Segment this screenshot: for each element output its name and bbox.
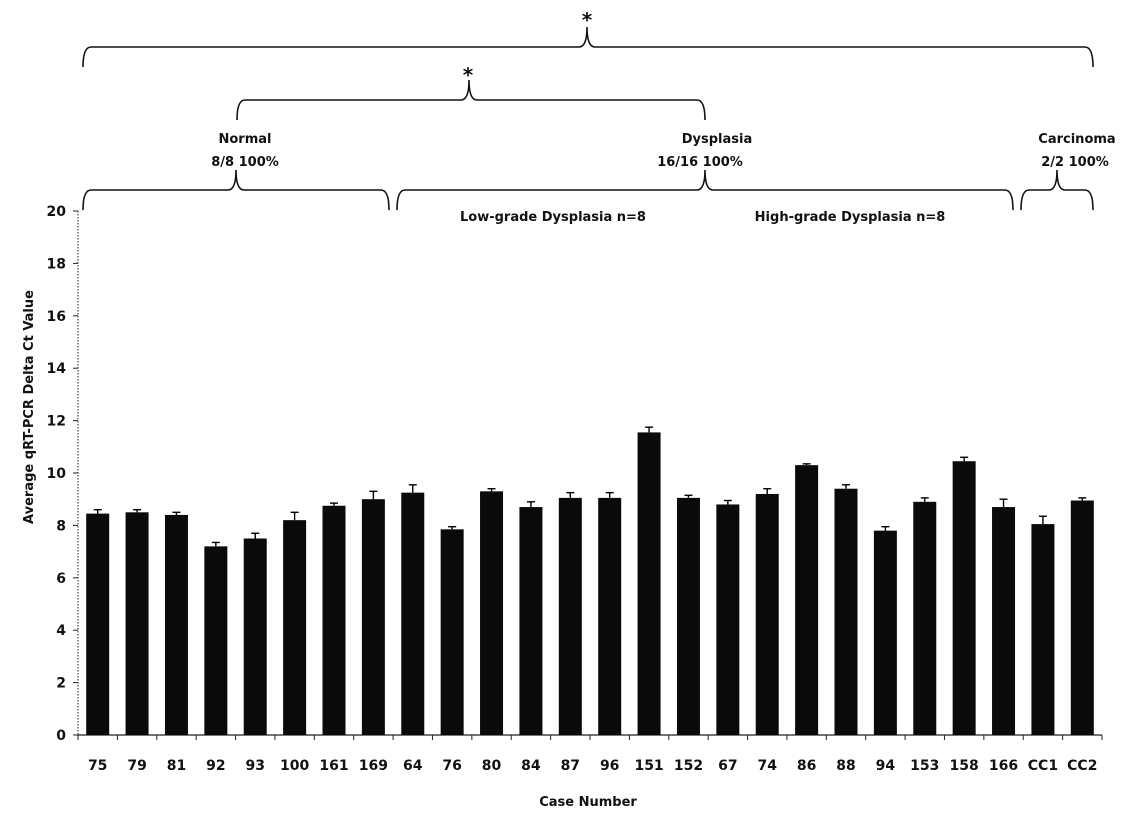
bar-86 bbox=[795, 465, 819, 735]
x-tick-label: 67 bbox=[718, 758, 737, 774]
bar-92 bbox=[204, 546, 228, 735]
group-stat-dysplasia: 16/16 100% bbox=[657, 155, 743, 170]
y-tick-label: 2 bbox=[56, 676, 66, 692]
bar-96 bbox=[598, 497, 622, 735]
y-tick-label: 10 bbox=[47, 466, 67, 482]
subgroup-label-high-grade: High-grade Dysplasia n=8 bbox=[755, 210, 946, 225]
bar-153 bbox=[913, 501, 937, 735]
bar-88 bbox=[834, 488, 858, 735]
x-tick-label: 76 bbox=[442, 758, 461, 774]
bar-81 bbox=[164, 514, 188, 735]
bar-74 bbox=[755, 493, 779, 735]
x-tick-label: 79 bbox=[127, 758, 146, 774]
y-tick-label: 16 bbox=[47, 309, 66, 325]
x-tick-label: 153 bbox=[910, 758, 939, 774]
group-label-carcinoma: Carcinoma bbox=[1038, 132, 1115, 147]
bar-67 bbox=[716, 504, 740, 735]
y-tick-label: 6 bbox=[56, 571, 66, 587]
significance-marker-normal-vs-dysplasia: * bbox=[463, 63, 474, 87]
x-tick-label: 81 bbox=[167, 758, 186, 774]
x-tick-label: 84 bbox=[521, 758, 541, 774]
x-tick-label: 161 bbox=[319, 758, 348, 774]
x-tick-label: 80 bbox=[482, 758, 502, 774]
x-tick-label: 92 bbox=[206, 758, 225, 774]
bar-CC1 bbox=[1031, 524, 1055, 735]
bar-94 bbox=[873, 530, 897, 735]
brace-normal-cases bbox=[82, 169, 390, 211]
subgroup-label-low-grade: Low-grade Dysplasia n=8 bbox=[460, 210, 646, 225]
brace-normal-vs-dysplasia bbox=[236, 79, 706, 121]
y-tick-label: 12 bbox=[47, 414, 66, 430]
y-tick-label: 20 bbox=[47, 204, 67, 220]
bar-80 bbox=[480, 491, 504, 735]
x-tick-label: 96 bbox=[600, 758, 619, 774]
brace-all-groups bbox=[82, 26, 1094, 68]
brace-dysplasia-cases bbox=[396, 169, 1014, 211]
y-tick-label: 14 bbox=[47, 361, 67, 377]
bar-151 bbox=[637, 432, 661, 735]
bar-87 bbox=[558, 497, 582, 735]
x-tick-label: CC1 bbox=[1028, 758, 1058, 774]
bar-79 bbox=[125, 512, 149, 735]
y-tick-label: 0 bbox=[56, 728, 66, 744]
y-tick-label: 18 bbox=[47, 256, 66, 272]
group-stat-normal: 8/8 100% bbox=[211, 155, 279, 170]
x-tick-label: 152 bbox=[674, 758, 703, 774]
bar-169 bbox=[361, 499, 385, 735]
x-tick-label: 75 bbox=[88, 758, 107, 774]
x-tick-label: CC2 bbox=[1067, 758, 1097, 774]
x-tick-label: 166 bbox=[989, 758, 1018, 774]
bar-166 bbox=[992, 507, 1016, 735]
x-tick-label: 86 bbox=[797, 758, 816, 774]
bar-100 bbox=[283, 520, 307, 735]
x-tick-label: 64 bbox=[403, 758, 423, 774]
significance-marker-top: * bbox=[582, 8, 593, 32]
x-axis-title: Case Number bbox=[539, 795, 637, 810]
group-stat-carcinoma: 2/2 100% bbox=[1041, 155, 1109, 170]
y-axis: 0 2 4 6 8 10 12 14 16 18 20 bbox=[47, 204, 79, 744]
x-tick-label: 169 bbox=[359, 758, 388, 774]
x-tick-label: 151 bbox=[634, 758, 663, 774]
x-tick-label: 93 bbox=[245, 758, 264, 774]
bar-CC2 bbox=[1070, 500, 1094, 735]
y-tick-label: 4 bbox=[56, 623, 66, 639]
bar-76 bbox=[440, 529, 464, 735]
brace-carcinoma-cases bbox=[1020, 169, 1094, 211]
x-axis: 75 79 81 92 93 100 161 169 64 76 80 84 87 96 151 152 67 7… bbox=[77, 734, 1103, 774]
group-label-dysplasia: Dysplasia bbox=[682, 132, 753, 147]
bar-75 bbox=[86, 513, 110, 735]
bar-158 bbox=[952, 461, 976, 735]
group-label-normal: Normal bbox=[219, 132, 272, 147]
x-tick-label: 87 bbox=[561, 758, 580, 774]
x-tick-label: 100 bbox=[280, 758, 309, 774]
bars bbox=[86, 426, 1094, 735]
bar-84 bbox=[519, 507, 543, 735]
x-tick-label: 74 bbox=[757, 758, 777, 774]
bar-93 bbox=[243, 538, 267, 735]
y-tick-label: 8 bbox=[56, 518, 66, 534]
bar-161 bbox=[322, 505, 346, 735]
x-tick-label: 94 bbox=[876, 758, 896, 774]
bar-152 bbox=[676, 497, 700, 735]
y-axis-title: Average qRT-PCR Delta Ct Value bbox=[22, 290, 37, 524]
bar-64 bbox=[401, 492, 425, 735]
grouping-braces bbox=[82, 26, 1094, 211]
x-tick-label: 88 bbox=[836, 758, 855, 774]
x-tick-label: 158 bbox=[950, 758, 979, 774]
